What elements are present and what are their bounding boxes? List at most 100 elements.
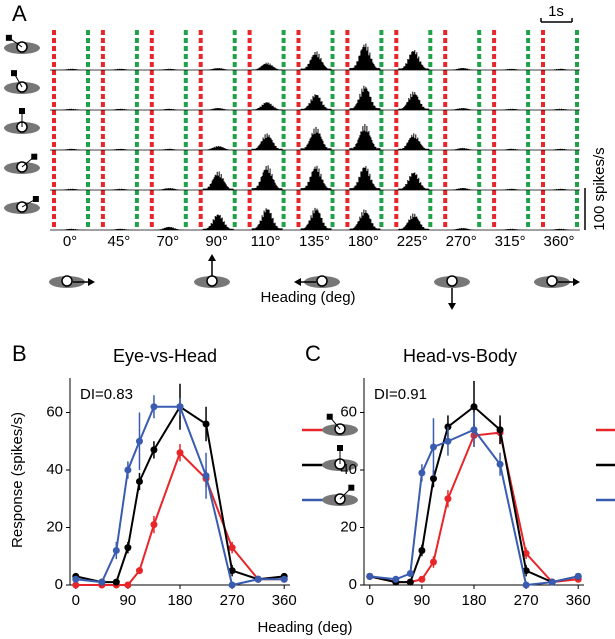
y-tick-label: 60 <box>340 403 357 420</box>
data-point <box>470 426 478 434</box>
data-point <box>72 575 80 583</box>
data-point <box>548 578 556 586</box>
series-line <box>75 405 285 584</box>
heading-label: 180° <box>348 233 379 250</box>
head-shape <box>206 275 218 287</box>
gaze-line <box>21 157 34 168</box>
data-point <box>406 578 414 586</box>
psth <box>153 148 185 150</box>
psth <box>496 148 528 150</box>
psth <box>56 228 87 230</box>
gaze-line <box>339 488 351 500</box>
x-tick-label: 90 <box>120 592 137 609</box>
eye-square <box>31 153 38 160</box>
data-point <box>202 420 210 428</box>
data-point <box>124 544 132 552</box>
data-point <box>112 547 120 554</box>
psth <box>300 94 332 110</box>
data-point <box>429 558 437 566</box>
heading-label: 70° <box>156 233 179 250</box>
psth <box>447 227 479 230</box>
head-shape <box>61 275 73 287</box>
psth <box>398 172 430 190</box>
psth <box>545 148 576 150</box>
psth <box>251 62 283 70</box>
data-point <box>406 570 414 577</box>
psth <box>447 147 479 150</box>
x-tick-label: 0 <box>366 592 374 609</box>
data-point <box>522 549 530 557</box>
psth <box>251 133 283 150</box>
data-point <box>176 403 184 411</box>
heading-label: 110° <box>251 233 281 250</box>
data-point <box>470 403 478 411</box>
x-tick-label: 270 <box>220 592 245 609</box>
psth <box>202 67 234 70</box>
y-tick-label: 40 <box>46 461 63 478</box>
series-line <box>369 428 579 587</box>
psth <box>447 107 479 110</box>
y-axis-label: Response (spikes/s) <box>9 412 26 548</box>
gaze-line <box>330 417 341 430</box>
psth <box>104 148 136 150</box>
data-point <box>150 403 158 411</box>
panel-title: Head-vs-Body <box>403 346 517 366</box>
data-point <box>366 572 374 580</box>
heading-label: 225° <box>397 233 428 250</box>
series-line <box>75 450 285 586</box>
psth <box>56 148 87 150</box>
annotation: DI=0.83 <box>80 386 133 403</box>
data-point <box>228 581 236 589</box>
gaze-line <box>21 199 35 208</box>
panel-title: Eye-vs-Head <box>113 346 217 366</box>
psth <box>398 213 430 230</box>
psth <box>300 165 332 190</box>
head-shape <box>546 275 558 287</box>
psth <box>56 188 87 190</box>
head-shape <box>316 275 328 287</box>
psth <box>202 214 234 230</box>
eye-square <box>326 413 333 420</box>
psth <box>447 188 479 190</box>
psth <box>56 68 87 70</box>
y-tick-label: 0 <box>349 576 357 593</box>
psth <box>545 188 576 190</box>
eye-square <box>32 196 39 202</box>
psth <box>202 145 234 150</box>
data-point <box>135 567 143 575</box>
data-point <box>418 469 426 477</box>
heading-label: 45° <box>108 233 131 250</box>
psth <box>153 226 185 230</box>
posture-icon <box>4 196 40 214</box>
data-point <box>150 446 158 454</box>
x-tick-label: 180 <box>167 592 192 609</box>
data-point <box>418 575 426 583</box>
eye-square <box>5 34 12 41</box>
posture-icon <box>294 275 340 288</box>
data-point <box>124 581 132 589</box>
y-tick-label: 20 <box>46 518 63 535</box>
posture-icon <box>4 34 40 54</box>
panel-label: C <box>305 341 321 366</box>
psth <box>153 68 185 70</box>
data-point <box>444 495 452 503</box>
x-tick-label: 90 <box>414 592 431 609</box>
psth <box>56 108 87 110</box>
data-point <box>150 521 158 529</box>
psth <box>251 208 283 230</box>
x-tick-label: 360 <box>566 592 591 609</box>
heading-arrowhead <box>294 278 301 286</box>
data-point <box>98 578 106 586</box>
y-tick-label: 40 <box>340 461 357 478</box>
data-point <box>72 581 80 589</box>
posture-icon <box>322 484 358 506</box>
psth <box>153 187 185 190</box>
psth <box>153 108 185 110</box>
y-tick-label: 60 <box>46 403 63 420</box>
data-point <box>429 443 437 451</box>
psth <box>496 108 528 110</box>
rate-scalebar-label: 100 spikes/s <box>591 147 608 230</box>
head-shape <box>446 275 458 287</box>
psth <box>104 228 136 230</box>
